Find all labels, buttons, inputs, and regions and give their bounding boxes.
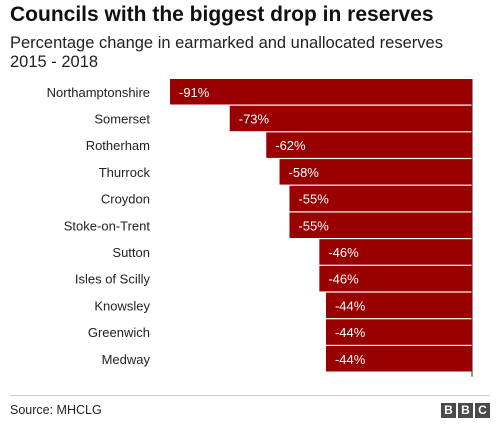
bbc-logo-letter: C bbox=[475, 403, 490, 418]
bar-value-label: -55% bbox=[298, 218, 329, 233]
category-label: Croydon bbox=[101, 192, 150, 207]
footer-divider bbox=[10, 395, 490, 396]
bbc-logo-letter: B bbox=[441, 403, 456, 418]
chart-title: Councils with the biggest drop in reserv… bbox=[10, 3, 434, 26]
bar bbox=[319, 239, 472, 265]
bar-value-label: -58% bbox=[289, 165, 320, 180]
bar-value-label: -62% bbox=[275, 138, 306, 153]
bar bbox=[325, 346, 472, 372]
category-label: Somerset bbox=[94, 111, 150, 126]
bar-value-label: -44% bbox=[335, 352, 366, 367]
bar-value-label: -44% bbox=[335, 325, 366, 340]
category-label: Greenwich bbox=[88, 325, 150, 340]
bar bbox=[289, 212, 472, 238]
category-label: Isles of Scilly bbox=[75, 272, 151, 287]
bar-value-label: -46% bbox=[328, 245, 359, 260]
category-label: Northamptonshire bbox=[47, 85, 150, 100]
bar bbox=[229, 105, 472, 132]
chart-subtitle: Percentage change in earmarked and unall… bbox=[10, 34, 443, 71]
bar-chart: Northamptonshire -91% Somerset -73% Rotherha… bbox=[47, 79, 473, 377]
category-label: Sutton bbox=[112, 245, 150, 260]
bar bbox=[279, 159, 472, 185]
bar-value-label: -73% bbox=[239, 111, 270, 126]
bar-value-label: -55% bbox=[298, 192, 329, 207]
bar bbox=[289, 185, 472, 212]
category-label: Medway bbox=[102, 352, 151, 367]
bar-value-label: -44% bbox=[335, 298, 366, 313]
bar-value-label: -46% bbox=[328, 272, 359, 287]
category-label: Rotherham bbox=[86, 138, 150, 153]
bar-value-label: -91% bbox=[179, 85, 210, 100]
bbc-logo-letter: B bbox=[458, 403, 473, 418]
bbc-logo: B B C bbox=[441, 403, 490, 418]
source-note: Source: MHCLG bbox=[10, 403, 102, 417]
bar bbox=[319, 265, 472, 292]
bar bbox=[266, 132, 472, 158]
bar bbox=[325, 292, 472, 319]
bar bbox=[325, 319, 472, 345]
category-label: Thurrock bbox=[99, 165, 151, 180]
category-label: Stoke-on-Trent bbox=[64, 218, 151, 233]
bar bbox=[170, 79, 472, 105]
category-label: Knowsley bbox=[94, 298, 150, 313]
